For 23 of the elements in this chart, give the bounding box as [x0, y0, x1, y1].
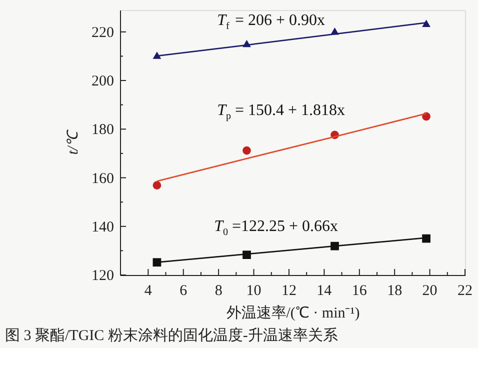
y-tick-label: 120: [92, 268, 114, 284]
x-tick-label: 4: [144, 283, 152, 299]
point: [152, 52, 162, 59]
x-tick-label: 10: [246, 283, 262, 299]
x-tick-label: 22: [458, 283, 472, 299]
x-tick-label: 6: [180, 283, 188, 299]
x-axis-title: 外温速率/(℃ · min⁻¹): [226, 304, 360, 322]
y-tick-label: 140: [92, 219, 114, 236]
x-tick-label: 20: [422, 283, 438, 299]
x-tick-label: 8: [214, 283, 222, 299]
point: [242, 146, 251, 155]
caption: 图 3 聚酯/TGIC 粉末涂料的固化温度-升温速率关系: [5, 327, 338, 344]
x-tick-label: 18: [387, 283, 402, 299]
x-tick-label: 14: [316, 283, 332, 299]
y-tick-label: 180: [92, 122, 114, 138]
y-tick-label: 200: [92, 74, 114, 90]
y-tick-label: 220: [92, 24, 114, 41]
y-tick-label: 160: [92, 170, 114, 187]
x-tick-label: 12: [281, 283, 296, 299]
point: [152, 181, 162, 190]
y-axis-title: t/℃: [66, 128, 82, 155]
point: [422, 20, 430, 27]
x-tick-label: 16: [352, 283, 368, 299]
